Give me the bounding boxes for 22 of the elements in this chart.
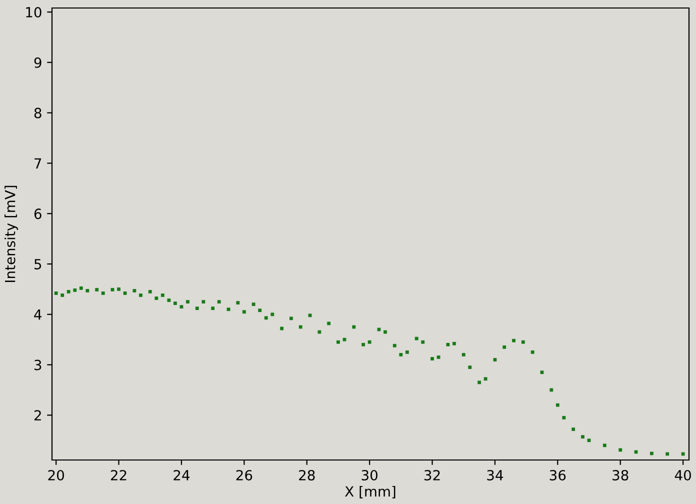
x-tick-label: 34: [487, 470, 504, 480]
x-tick-label: 20: [48, 470, 64, 480]
y-tick-label: 2: [34, 410, 41, 420]
x-tick-label: 22: [110, 470, 126, 480]
y-tick-label: 4: [34, 310, 42, 320]
y-tick-label: 3: [34, 360, 42, 370]
y-axis-title: Intensity [mV]: [4, 186, 18, 282]
x-tick-label: 36: [550, 470, 566, 480]
y-tick-label: 5: [34, 259, 42, 270]
y-tick-label: 6: [34, 208, 42, 220]
y-tick-label: 10: [26, 7, 42, 18]
x-tick-label: 26: [236, 470, 252, 480]
x-tick-label: 38: [612, 470, 628, 480]
x-tick-label: 24: [174, 470, 190, 480]
x-tick-label: 32: [424, 470, 440, 480]
x-tick-label: 30: [362, 470, 378, 480]
x-tick-label: 28: [299, 470, 315, 480]
x-axis-title: X [mm]: [345, 486, 396, 498]
y-tick-label: 8: [34, 108, 42, 118]
y-tick-label: 9: [34, 57, 42, 68]
y-tick-label: 7: [34, 158, 42, 168]
x-tick-label: 40: [674, 470, 691, 480]
